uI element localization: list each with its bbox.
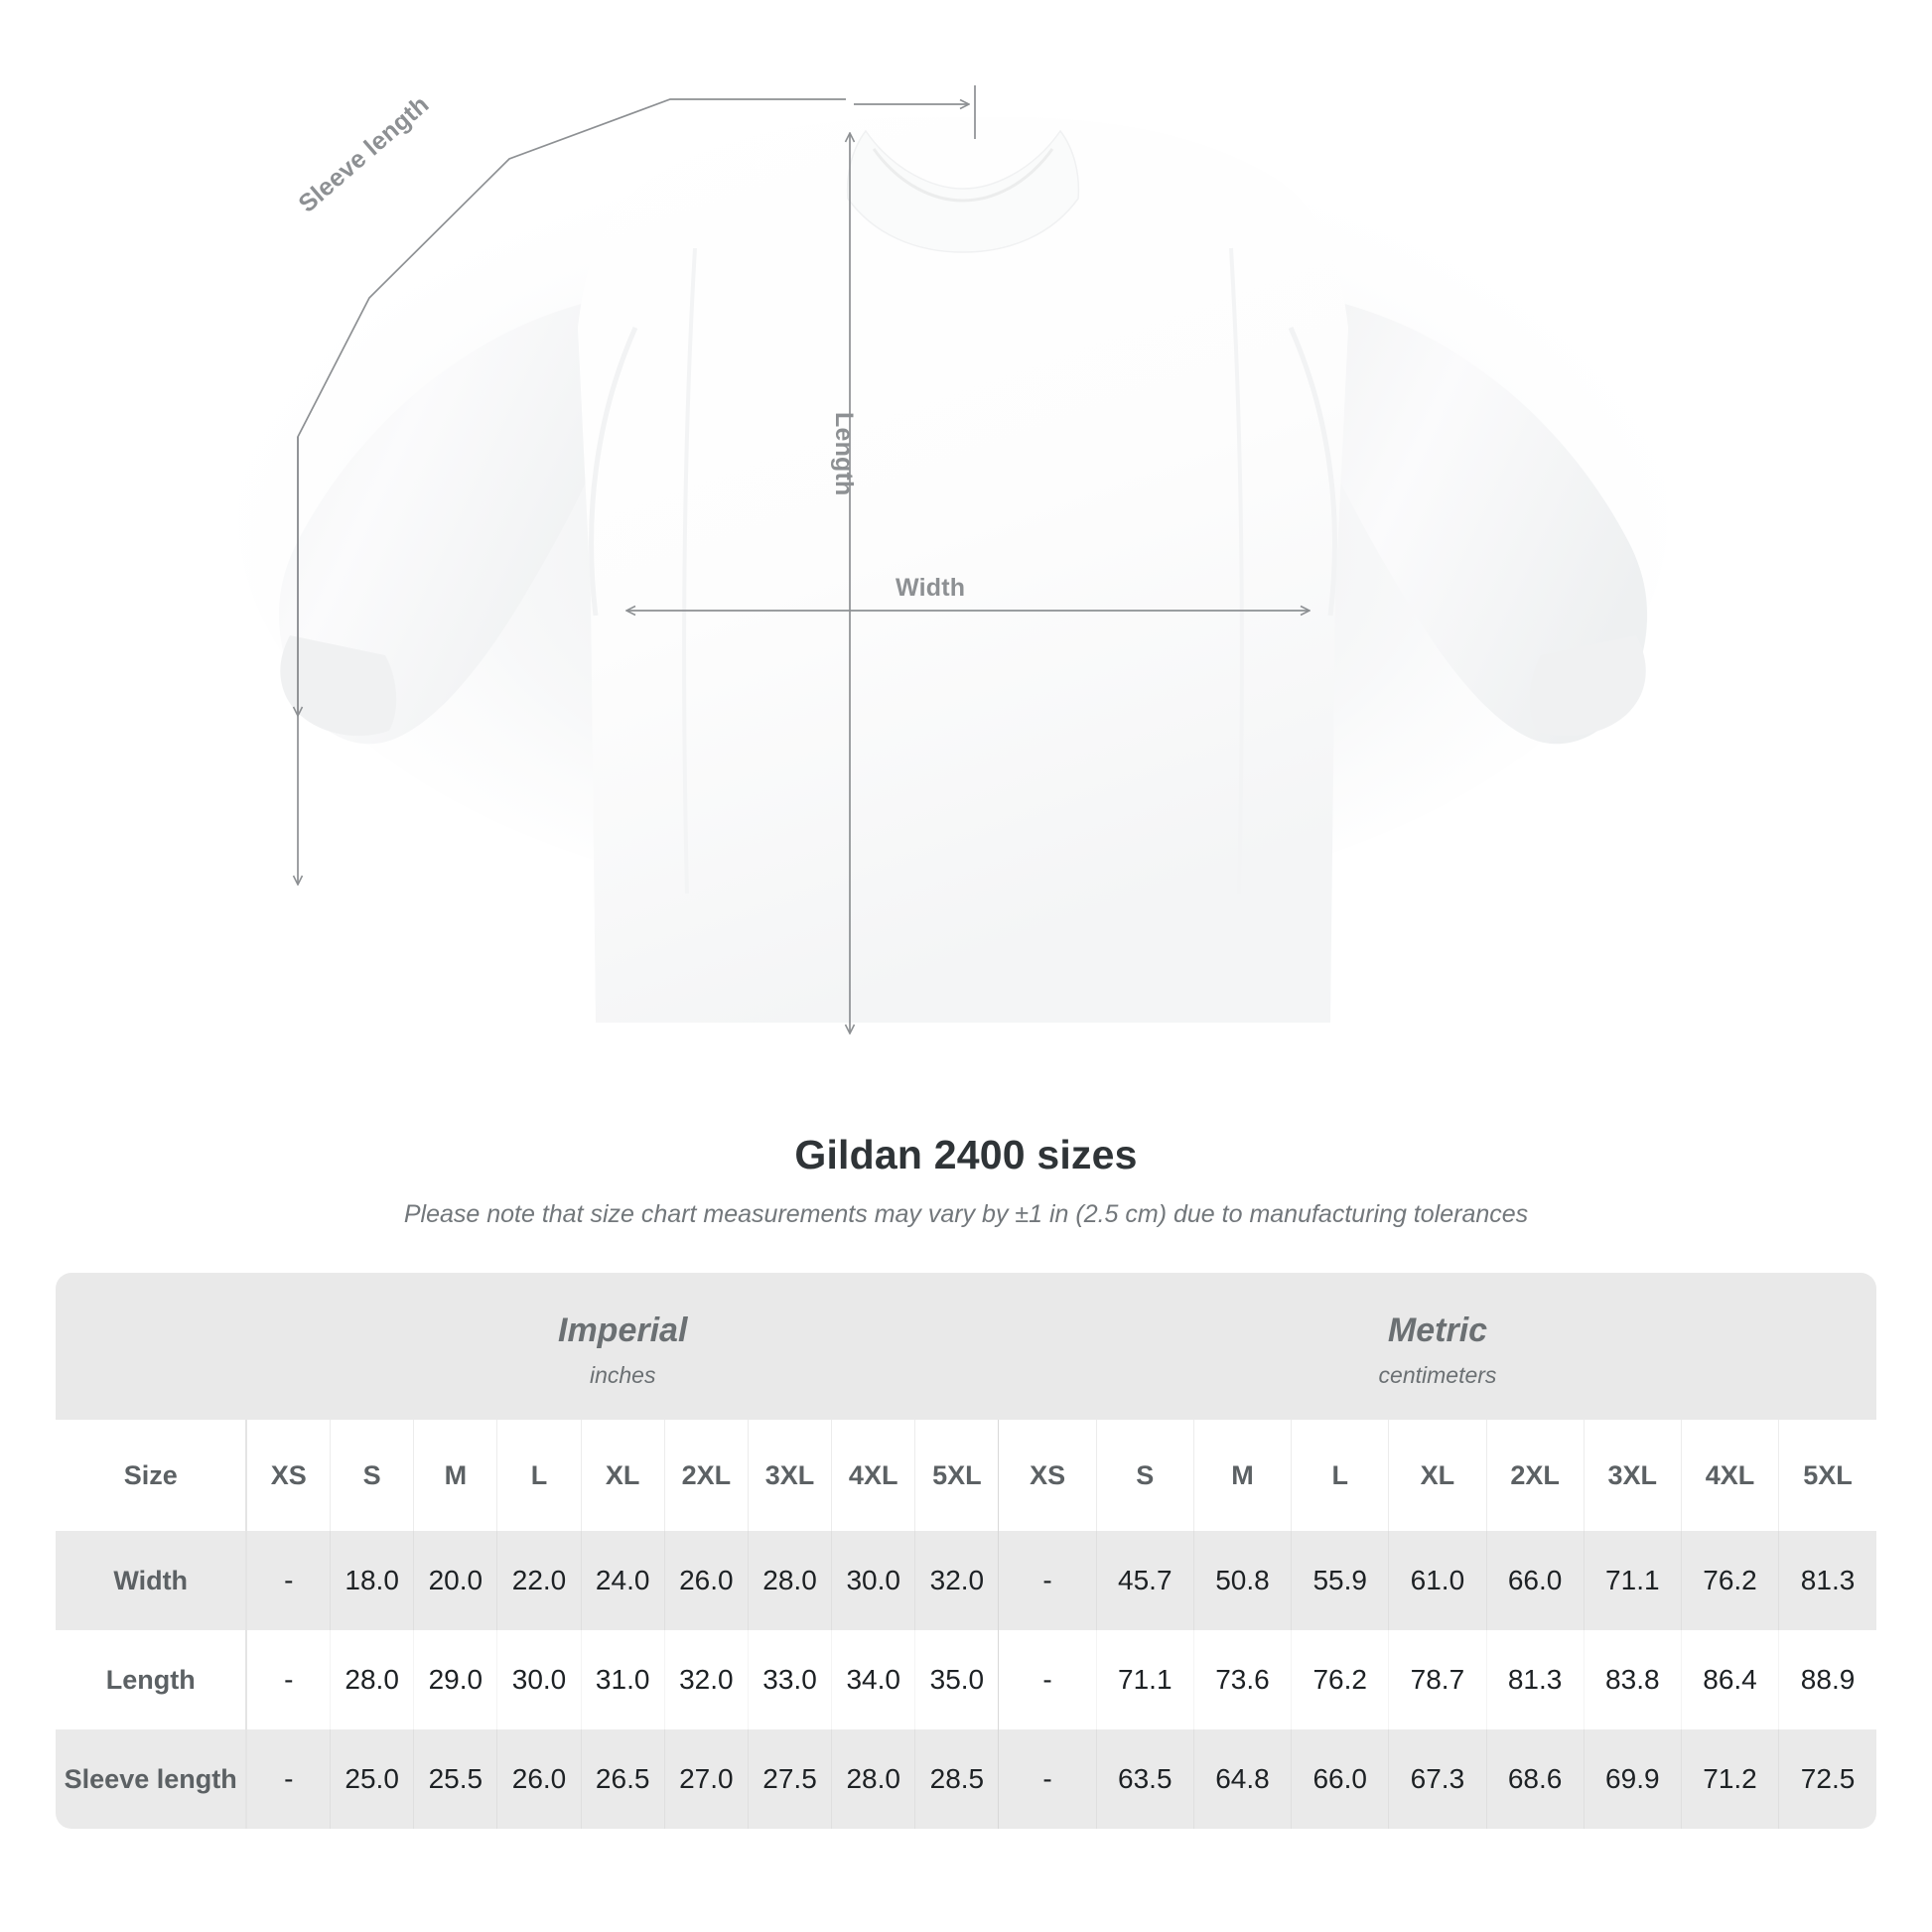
measurement-lines: [298, 85, 1309, 1033]
cell-length-imperial-l: 30.0: [496, 1630, 582, 1729]
row-label-length: Length: [56, 1630, 247, 1729]
size-header-imperial-xs: XS: [245, 1420, 331, 1531]
cell-length-metric-4xl: 86.4: [1680, 1630, 1779, 1729]
cell-sleeve-imperial-4xl: 28.0: [831, 1729, 915, 1829]
units-blank-cell: [56, 1273, 247, 1420]
size-header-imperial-2xl: 2XL: [663, 1420, 749, 1531]
cell-width-metric-l: 55.9: [1291, 1531, 1389, 1630]
size-header-imperial-l: L: [496, 1420, 582, 1531]
cell-width-metric-2xl: 66.0: [1485, 1531, 1585, 1630]
cell-width-metric-s: 45.7: [1095, 1531, 1194, 1630]
cell-width-metric-5xl: 81.3: [1778, 1531, 1876, 1630]
cell-sleeve-metric-xl: 67.3: [1388, 1729, 1486, 1829]
cell-length-metric-l: 76.2: [1291, 1630, 1389, 1729]
cell-sleeve-imperial-5xl: 28.5: [914, 1729, 999, 1829]
tolerance-note: Please note that size chart measurements…: [403, 1200, 1529, 1228]
cell-sleeve-imperial-xl: 26.5: [580, 1729, 665, 1829]
unit-name-metric: Metric: [1387, 1311, 1488, 1349]
cell-width-metric-3xl: 71.1: [1583, 1531, 1682, 1630]
cell-width-imperial-4xl: 30.0: [831, 1531, 915, 1630]
cell-sleeve-metric-xs: -: [998, 1729, 1097, 1829]
unit-sub-imperial: inches: [589, 1362, 656, 1389]
size-header-imperial-5xl: 5XL: [914, 1420, 999, 1531]
size-header-metric-3xl: 3XL: [1583, 1420, 1682, 1531]
cell-length-metric-s: 71.1: [1095, 1630, 1194, 1729]
size-header-imperial-4xl: 4XL: [831, 1420, 915, 1531]
size-table-wrapper: Imperial inches Metric centimeters Size …: [56, 1273, 1876, 1829]
width-label: Width: [896, 574, 966, 602]
cell-sleeve-imperial-3xl: 27.5: [747, 1729, 832, 1829]
cell-width-metric-m: 50.8: [1192, 1531, 1292, 1630]
table-row: Sleeve length - 25.0 25.5 26.0 26.5 27.0…: [56, 1729, 1876, 1829]
size-column-header: Size: [56, 1420, 247, 1531]
cell-length-imperial-xs: -: [245, 1630, 331, 1729]
unit-name-imperial: Imperial: [558, 1311, 688, 1349]
cell-length-metric-xs: -: [998, 1630, 1097, 1729]
cell-length-metric-3xl: 83.8: [1583, 1630, 1682, 1729]
cell-width-imperial-3xl: 28.0: [747, 1531, 832, 1630]
size-header-imperial-xl: XL: [580, 1420, 665, 1531]
cell-width-imperial-2xl: 26.0: [663, 1531, 749, 1630]
table-row: Length - 28.0 29.0 30.0 31.0 32.0 33.0 3…: [56, 1630, 1876, 1729]
cell-length-metric-2xl: 81.3: [1485, 1630, 1585, 1729]
size-header-metric-s: S: [1095, 1420, 1194, 1531]
page-title: Gildan 2400 sizes: [794, 1132, 1138, 1177]
cell-width-metric-4xl: 76.2: [1680, 1531, 1779, 1630]
cell-width-metric-xl: 61.0: [1388, 1531, 1486, 1630]
cell-sleeve-metric-2xl: 68.6: [1485, 1729, 1585, 1829]
cell-width-metric-xs: -: [998, 1531, 1097, 1630]
cell-length-imperial-5xl: 35.0: [914, 1630, 999, 1729]
cell-length-imperial-s: 28.0: [330, 1630, 414, 1729]
cell-length-imperial-2xl: 32.0: [663, 1630, 749, 1729]
cell-width-imperial-xl: 24.0: [580, 1531, 665, 1630]
size-header-metric-xl: XL: [1388, 1420, 1486, 1531]
cell-length-imperial-m: 29.0: [413, 1630, 497, 1729]
size-header-imperial-m: M: [413, 1420, 497, 1531]
cell-sleeve-imperial-m: 25.5: [413, 1729, 497, 1829]
size-header-metric-5xl: 5XL: [1778, 1420, 1876, 1531]
size-header-metric-xs: XS: [998, 1420, 1097, 1531]
cell-sleeve-imperial-l: 26.0: [496, 1729, 582, 1829]
cell-sleeve-metric-4xl: 71.2: [1680, 1729, 1779, 1829]
length-label: Length: [830, 412, 858, 496]
cell-sleeve-metric-5xl: 72.5: [1778, 1729, 1876, 1829]
cell-width-imperial-m: 20.0: [413, 1531, 497, 1630]
unit-group-metric: Metric centimeters: [998, 1273, 1876, 1420]
cell-sleeve-metric-l: 66.0: [1291, 1729, 1389, 1829]
size-table: Imperial inches Metric centimeters Size …: [56, 1273, 1876, 1829]
shirt-illustration: Sleeve length Length Width: [238, 85, 1668, 1112]
size-header-metric-l: L: [1291, 1420, 1389, 1531]
size-header-metric-m: M: [1192, 1420, 1292, 1531]
cell-sleeve-imperial-xs: -: [245, 1729, 331, 1829]
size-header-metric-2xl: 2XL: [1485, 1420, 1585, 1531]
garment-shape: [278, 117, 1648, 1023]
row-label-sleeve-length: Sleeve length: [56, 1729, 247, 1829]
row-label-width: Width: [56, 1531, 247, 1630]
cell-length-imperial-3xl: 33.0: [747, 1630, 832, 1729]
cell-width-imperial-5xl: 32.0: [914, 1531, 999, 1630]
size-header-imperial-s: S: [330, 1420, 414, 1531]
cell-sleeve-metric-s: 63.5: [1095, 1729, 1194, 1829]
units-row: Imperial inches Metric centimeters: [56, 1273, 1876, 1420]
chart-caption: Gildan 2400 sizes Please note that size …: [0, 1132, 1932, 1229]
sizes-header-row: Size XS S M L XL 2XL 3XL 4XL 5XL XS S M …: [56, 1420, 1876, 1531]
unit-group-imperial: Imperial inches: [246, 1273, 999, 1420]
table-row: Width - 18.0 20.0 22.0 24.0 26.0 28.0 30…: [56, 1531, 1876, 1630]
cell-width-imperial-l: 22.0: [496, 1531, 582, 1630]
cell-width-imperial-xs: -: [245, 1531, 331, 1630]
size-header-imperial-3xl: 3XL: [747, 1420, 832, 1531]
cell-sleeve-imperial-2xl: 27.0: [663, 1729, 749, 1829]
cell-length-metric-xl: 78.7: [1388, 1630, 1486, 1729]
unit-sub-metric: centimeters: [1378, 1362, 1497, 1389]
cell-length-metric-m: 73.6: [1192, 1630, 1292, 1729]
cell-sleeve-metric-m: 64.8: [1192, 1729, 1292, 1829]
cell-sleeve-imperial-s: 25.0: [330, 1729, 414, 1829]
cell-length-imperial-xl: 31.0: [580, 1630, 665, 1729]
cell-sleeve-metric-3xl: 69.9: [1583, 1729, 1682, 1829]
cell-width-imperial-s: 18.0: [330, 1531, 414, 1630]
size-header-metric-4xl: 4XL: [1680, 1420, 1779, 1531]
cell-length-metric-5xl: 88.9: [1778, 1630, 1876, 1729]
cell-length-imperial-4xl: 34.0: [831, 1630, 915, 1729]
